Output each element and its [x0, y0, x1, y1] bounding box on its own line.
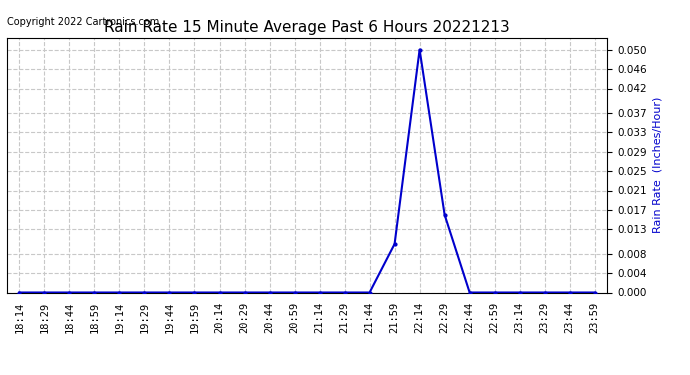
Text: Copyright 2022 Cartronics.com: Copyright 2022 Cartronics.com	[7, 17, 159, 27]
Title: Rain Rate 15 Minute Average Past 6 Hours 20221213: Rain Rate 15 Minute Average Past 6 Hours…	[104, 20, 510, 35]
Y-axis label: Rain Rate  (Inches/Hour): Rain Rate (Inches/Hour)	[652, 97, 662, 233]
